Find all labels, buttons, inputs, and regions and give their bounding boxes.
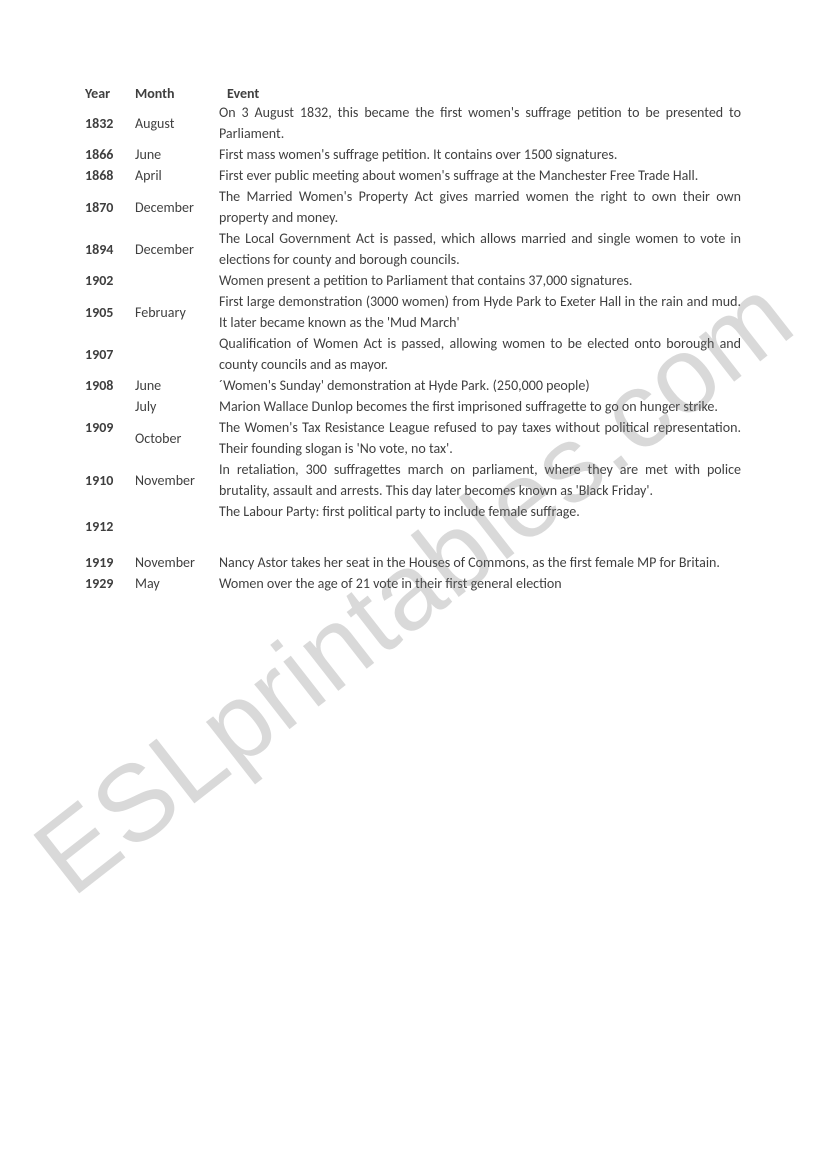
cell-event: The Labour Party: first political party … [219, 501, 741, 552]
cell-month: June [135, 375, 219, 396]
cell-month: February [135, 291, 219, 333]
cell-event: First large demonstration (3000 women) f… [219, 291, 741, 333]
cell-month: October [135, 417, 219, 459]
cell-year: 1832 [85, 102, 135, 144]
table-row: 1870 December The Married Women's Proper… [85, 186, 741, 228]
table-row: 1902 Women present a petition to Parliam… [85, 270, 741, 291]
table-row: 1909 July Marion Wallace Dunlop becomes … [85, 396, 741, 417]
cell-month: November [135, 552, 219, 573]
cell-month [135, 333, 219, 375]
table-row: 1910 November In retaliation, 300 suffra… [85, 459, 741, 501]
cell-month: July [135, 396, 219, 417]
cell-month: November [135, 459, 219, 501]
cell-month: May [135, 573, 219, 594]
table-row: 1868 April First ever public meeting abo… [85, 165, 741, 186]
table-header-row: Year Month Event [85, 85, 741, 102]
table-row: 1929 May Women over the age of 21 vote i… [85, 573, 741, 594]
cell-year: 1868 [85, 165, 135, 186]
cell-year: 1909 [85, 396, 135, 459]
cell-month [135, 270, 219, 291]
cell-month: August [135, 102, 219, 144]
timeline-table: Year Month Event 1832 August On 3 August… [85, 85, 741, 594]
cell-year: 1912 [85, 501, 135, 552]
table-row: October The Women's Tax Resistance Leagu… [85, 417, 741, 459]
cell-year: 1910 [85, 459, 135, 501]
cell-event: Women over the age of 21 vote in their f… [219, 573, 741, 594]
cell-year: 1908 [85, 375, 135, 396]
cell-event: First ever public meeting about women's … [219, 165, 741, 186]
cell-event: Women present a petition to Parliament t… [219, 270, 741, 291]
cell-event: First mass women's suffrage petition. It… [219, 144, 741, 165]
table-row: 1912 The Labour Party: first political p… [85, 501, 741, 552]
cell-event: The Married Women's Property Act gives m… [219, 186, 741, 228]
table-row: 1907 Qualification of Women Act is passe… [85, 333, 741, 375]
cell-event: The Women's Tax Resistance League refuse… [219, 417, 741, 459]
cell-year: 1870 [85, 186, 135, 228]
cell-event: The Local Government Act is passed, whic… [219, 228, 741, 270]
table-row: 1905 February First large demonstration … [85, 291, 741, 333]
document-page: ESLprintables.com Year Month Event 1832 … [0, 0, 826, 1169]
table-row: 1832 August On 3 August 1832, this becam… [85, 102, 741, 144]
cell-month: April [135, 165, 219, 186]
cell-month: December [135, 186, 219, 228]
cell-year: 1929 [85, 573, 135, 594]
table-row: 1919 November Nancy Astor takes her seat… [85, 552, 741, 573]
cell-year: 1902 [85, 270, 135, 291]
table-row: 1894 December The Local Government Act i… [85, 228, 741, 270]
cell-year: 1919 [85, 552, 135, 573]
cell-event: In retaliation, 300 suffragettes march o… [219, 459, 741, 501]
cell-month: December [135, 228, 219, 270]
cell-year: 1866 [85, 144, 135, 165]
table-row: 1866 June First mass women's suffrage pe… [85, 144, 741, 165]
header-year: Year [85, 85, 135, 102]
cell-event: Nancy Astor takes her seat in the Houses… [219, 552, 741, 573]
header-month: Month [135, 85, 219, 102]
cell-event: On 3 August 1832, this became the first … [219, 102, 741, 144]
cell-year: 1905 [85, 291, 135, 333]
cell-event: Marion Wallace Dunlop becomes the first … [219, 396, 741, 417]
cell-event: Qualification of Women Act is passed, al… [219, 333, 741, 375]
table-row: 1908 June ´Women's Sunday' demonstration… [85, 375, 741, 396]
cell-year: 1894 [85, 228, 135, 270]
cell-month: June [135, 144, 219, 165]
cell-event: ´Women's Sunday' demonstration at Hyde P… [219, 375, 741, 396]
cell-year: 1907 [85, 333, 135, 375]
header-event: Event [219, 85, 741, 102]
cell-month [135, 501, 219, 552]
